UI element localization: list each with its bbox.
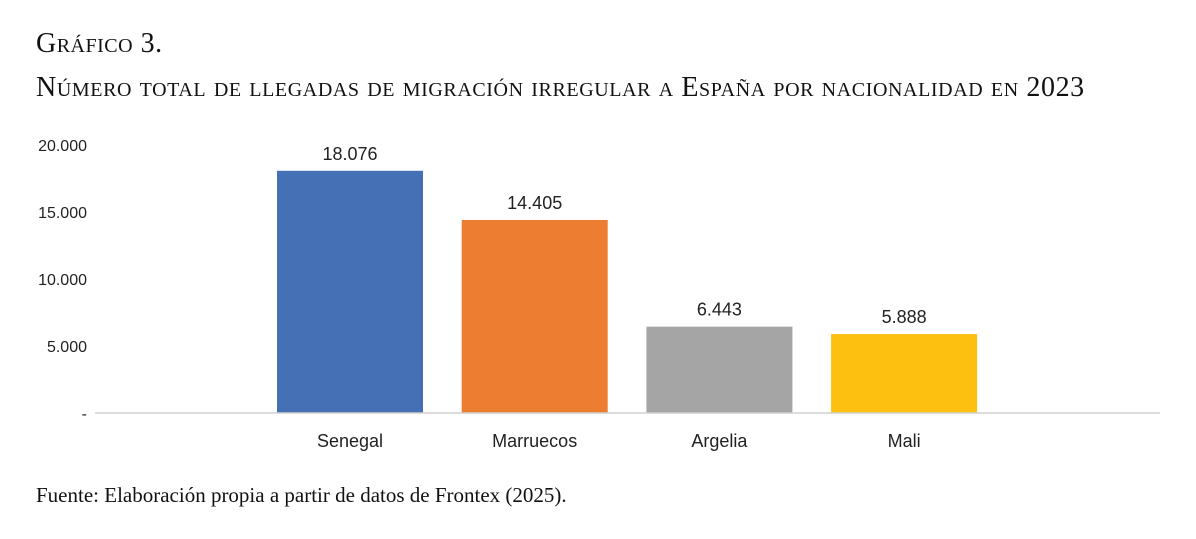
source-note: Fuente: Elaboración propia a partir de d… xyxy=(36,483,567,507)
data-label: 14.405 xyxy=(507,193,562,213)
x-tick-label: Mali xyxy=(888,431,921,451)
data-label: 6.443 xyxy=(697,300,742,320)
bar-argelia xyxy=(646,326,793,413)
x-tick-label: Senegal xyxy=(317,431,383,451)
y-tick-label: 5.000 xyxy=(47,339,87,356)
y-tick-label: 10.000 xyxy=(38,272,87,289)
y-tick-label: 15.000 xyxy=(38,205,87,222)
bar-senegal xyxy=(277,170,423,413)
chart-title: Número total de llegadas de migración ir… xyxy=(36,72,1085,103)
x-tick-label: Marruecos xyxy=(492,431,577,451)
x-tick-label: Argelia xyxy=(691,431,748,451)
bar-marruecos xyxy=(461,219,608,413)
y-tick-label: - xyxy=(82,406,87,423)
figure-label: Gráfico 3. xyxy=(36,28,163,59)
y-tick-label: 20.000 xyxy=(38,138,87,155)
bar-mali xyxy=(831,334,978,413)
data-label: 18.076 xyxy=(322,144,377,164)
data-label: 5.888 xyxy=(882,307,927,327)
